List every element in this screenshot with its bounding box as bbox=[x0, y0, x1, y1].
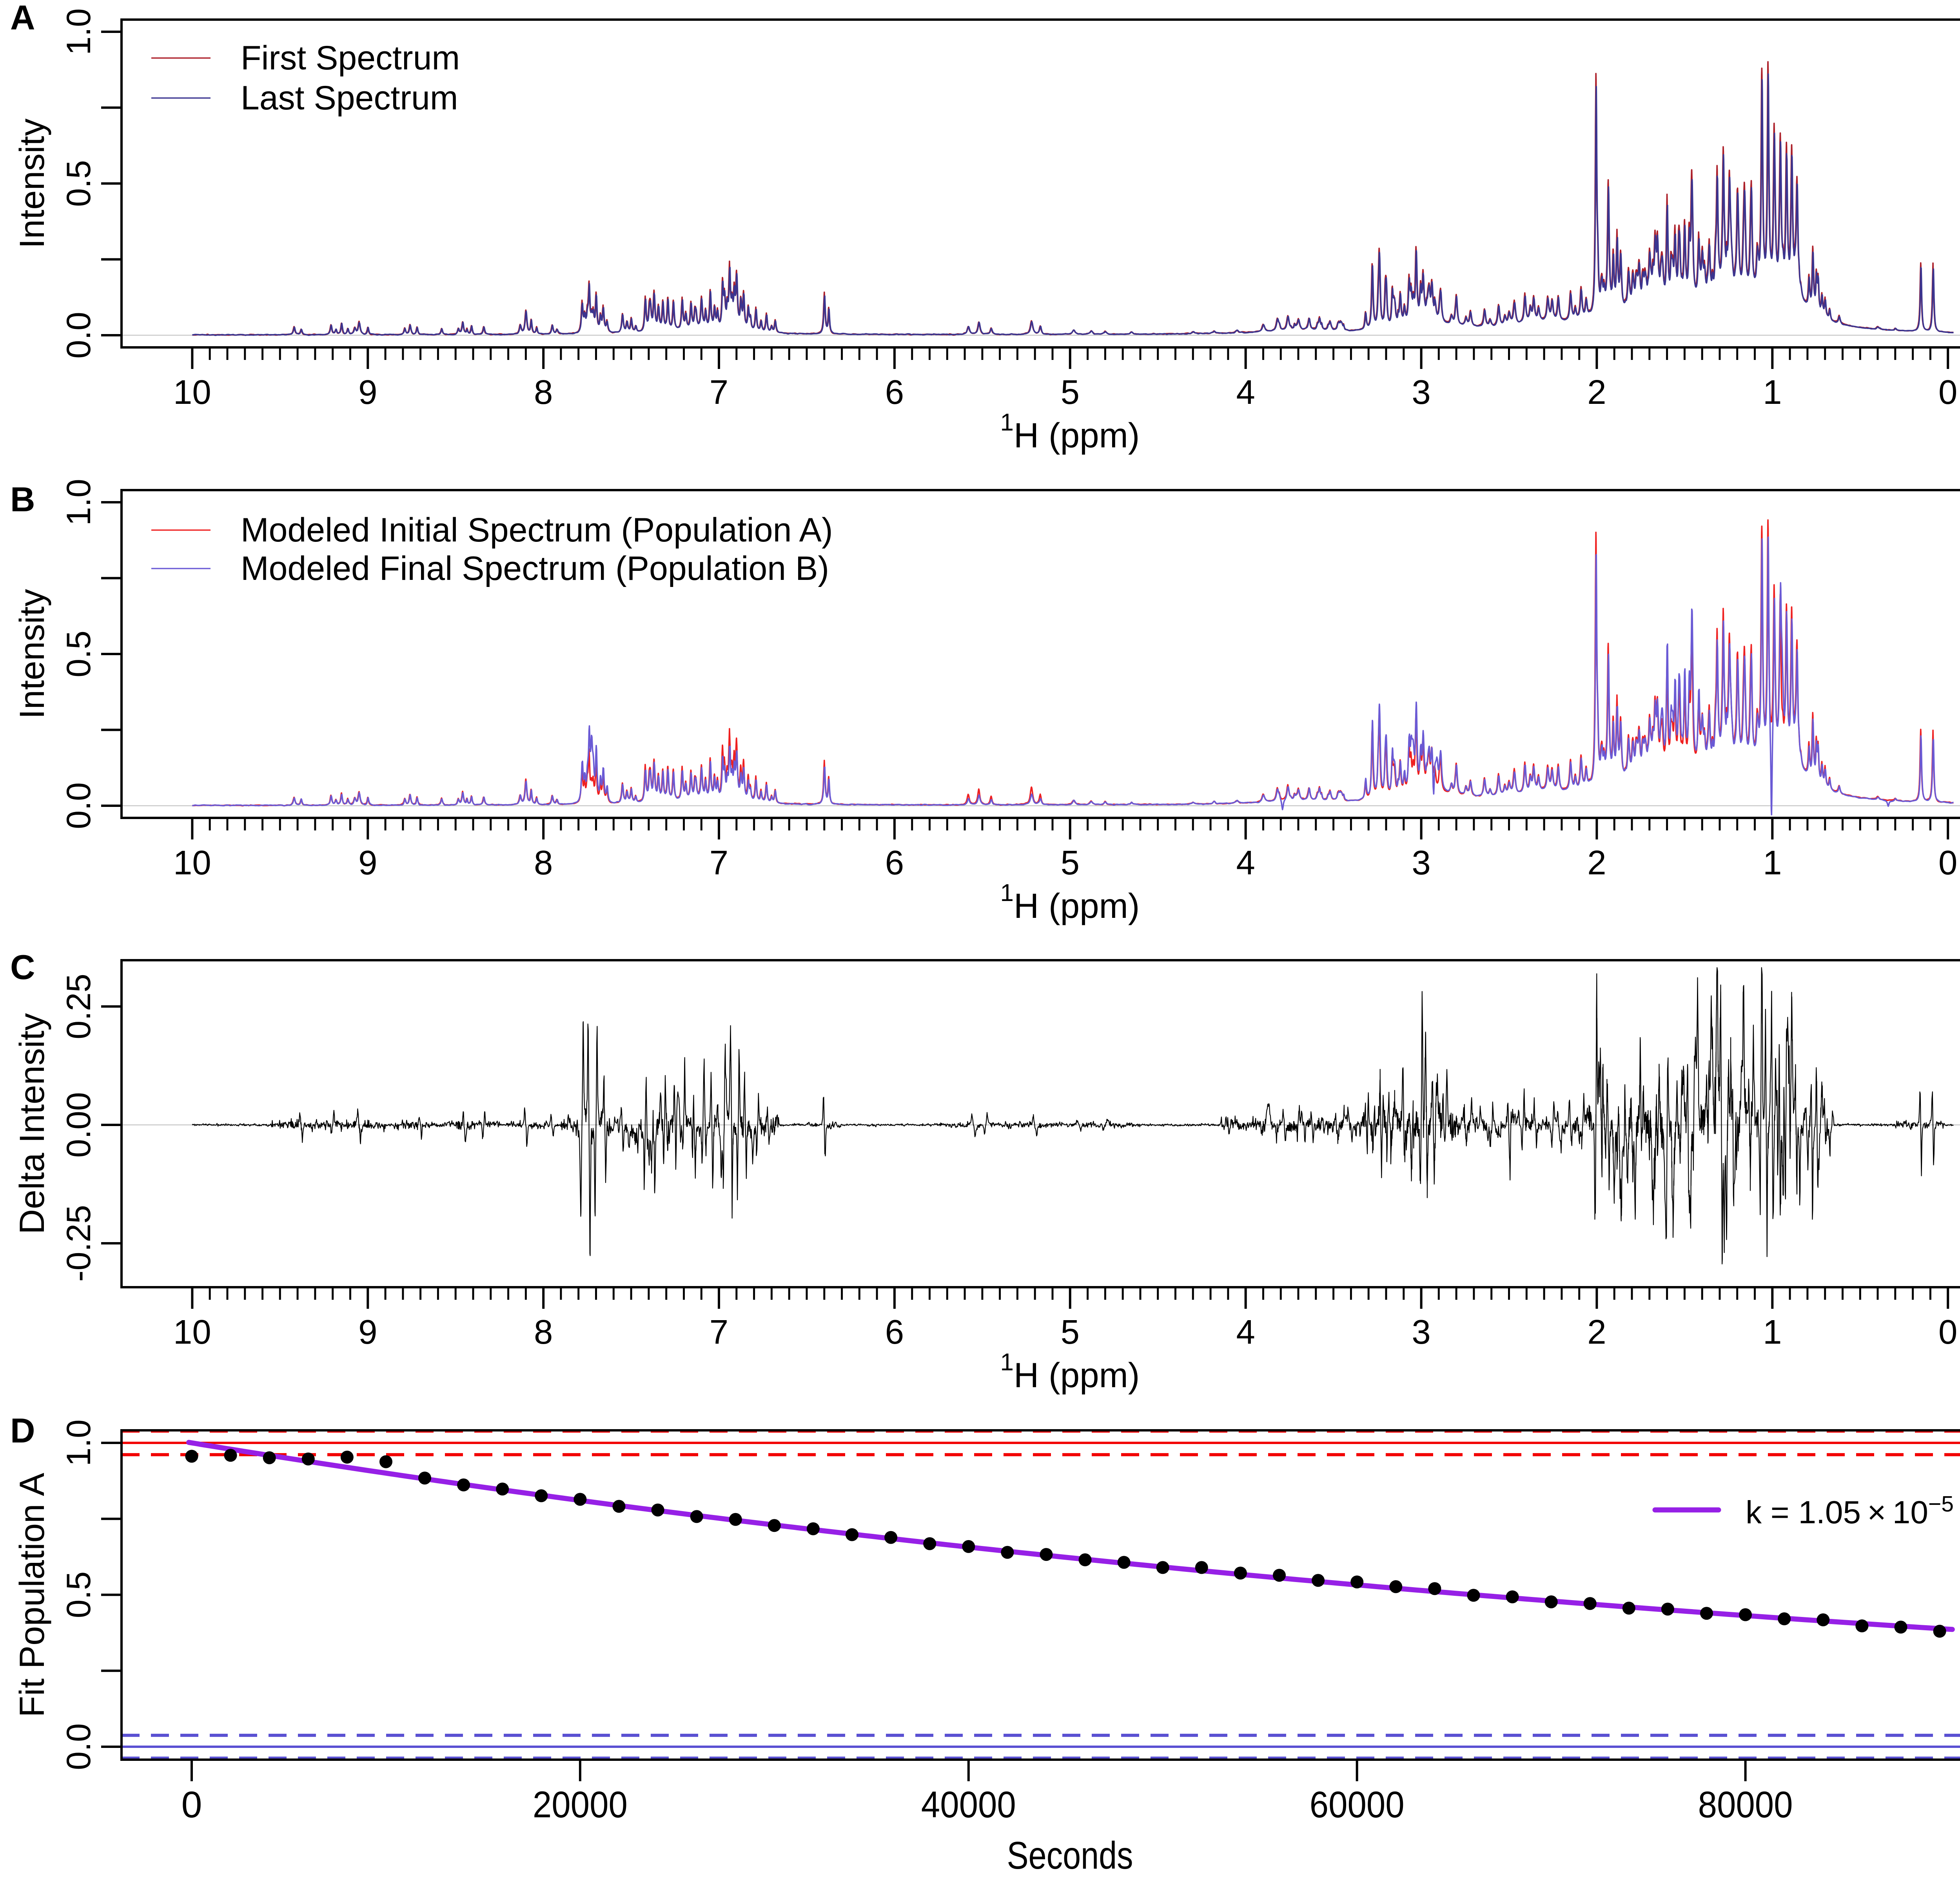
svg-text:Intensity: Intensity bbox=[12, 589, 51, 719]
svg-text:2: 2 bbox=[1587, 1313, 1606, 1351]
svg-text:0.00: 0.00 bbox=[60, 1092, 98, 1157]
svg-text:10: 10 bbox=[173, 1313, 211, 1351]
svg-text:0.5: 0.5 bbox=[60, 630, 98, 678]
svg-text:7: 7 bbox=[710, 844, 728, 882]
svg-text:0.0: 0.0 bbox=[60, 782, 98, 829]
svg-text:6: 6 bbox=[885, 844, 904, 882]
svg-text:1.0: 1.0 bbox=[60, 8, 98, 55]
svg-text:0: 0 bbox=[1938, 1313, 1957, 1351]
svg-text:0: 0 bbox=[1938, 373, 1957, 411]
svg-text:5: 5 bbox=[1061, 844, 1080, 882]
svg-text:80000: 80000 bbox=[1698, 1784, 1793, 1826]
svg-text:0.25: 0.25 bbox=[60, 974, 98, 1039]
svg-text:1.0: 1.0 bbox=[60, 1419, 98, 1466]
svg-text:2: 2 bbox=[1587, 844, 1606, 882]
svg-text:2: 2 bbox=[1587, 373, 1606, 411]
svg-text:1H (ppm): 1H (ppm) bbox=[1000, 879, 1140, 925]
svg-text:9: 9 bbox=[358, 373, 377, 411]
svg-text:Delta Intensity: Delta Intensity bbox=[12, 1013, 51, 1234]
svg-text:1H (ppm): 1H (ppm) bbox=[1000, 1349, 1140, 1395]
svg-text:Last Spectrum: Last Spectrum bbox=[241, 79, 458, 117]
svg-text:0: 0 bbox=[1938, 844, 1957, 882]
svg-text:A: A bbox=[10, 0, 35, 37]
svg-text:40000: 40000 bbox=[921, 1784, 1016, 1826]
svg-text:0.0: 0.0 bbox=[60, 1723, 98, 1770]
svg-text:1.0: 1.0 bbox=[60, 479, 98, 526]
svg-text:D: D bbox=[10, 1411, 35, 1450]
svg-text:6: 6 bbox=[885, 1313, 904, 1351]
svg-text:5: 5 bbox=[1061, 373, 1080, 411]
svg-text:C: C bbox=[10, 948, 35, 986]
svg-text:3: 3 bbox=[1412, 373, 1430, 411]
svg-text:9: 9 bbox=[358, 1313, 377, 1351]
svg-text:1: 1 bbox=[1763, 373, 1782, 411]
svg-text:Intensity: Intensity bbox=[12, 118, 51, 249]
svg-text:8: 8 bbox=[534, 373, 553, 411]
svg-text:-0.25: -0.25 bbox=[60, 1205, 98, 1282]
svg-text:0: 0 bbox=[181, 1784, 202, 1826]
svg-text:Seconds: Seconds bbox=[1007, 1834, 1133, 1877]
svg-text:60000: 60000 bbox=[1310, 1784, 1405, 1826]
svg-text:Modeled Initial Spectrum (Popu: Modeled Initial Spectrum (Population A) bbox=[241, 511, 833, 549]
svg-text:First Spectrum: First Spectrum bbox=[241, 39, 460, 77]
svg-text:10: 10 bbox=[173, 373, 211, 411]
svg-text:7: 7 bbox=[710, 1313, 728, 1351]
svg-text:0.5: 0.5 bbox=[60, 1571, 98, 1619]
svg-text:4: 4 bbox=[1236, 844, 1255, 882]
svg-text:1: 1 bbox=[1763, 844, 1782, 882]
svg-text:6: 6 bbox=[885, 373, 904, 411]
svg-text:3: 3 bbox=[1412, 844, 1430, 882]
svg-text:B: B bbox=[10, 480, 35, 519]
svg-text:4: 4 bbox=[1236, 1313, 1255, 1351]
svg-text:Modeled Final Spectrum (Popula: Modeled Final Spectrum (Population B) bbox=[241, 550, 829, 587]
svg-text:Fit Population A: Fit Population A bbox=[12, 1473, 51, 1717]
svg-text:8: 8 bbox=[534, 844, 553, 882]
svg-text:9: 9 bbox=[358, 844, 377, 882]
svg-text:5: 5 bbox=[1061, 1313, 1080, 1351]
svg-text:1H (ppm): 1H (ppm) bbox=[1000, 409, 1140, 455]
svg-text:0.0: 0.0 bbox=[60, 312, 98, 359]
svg-text:7: 7 bbox=[710, 373, 728, 411]
svg-text:4: 4 bbox=[1236, 373, 1255, 411]
svg-text:3: 3 bbox=[1412, 1313, 1430, 1351]
svg-text:0.5: 0.5 bbox=[60, 160, 98, 207]
svg-text:k = 1.05 × 10−5 s−1: k = 1.05 × 10−5 s−1 bbox=[1746, 1491, 1960, 1530]
svg-text:20000: 20000 bbox=[533, 1784, 628, 1826]
svg-text:8: 8 bbox=[534, 1313, 553, 1351]
svg-text:1: 1 bbox=[1763, 1313, 1782, 1351]
svg-text:10: 10 bbox=[173, 844, 211, 882]
